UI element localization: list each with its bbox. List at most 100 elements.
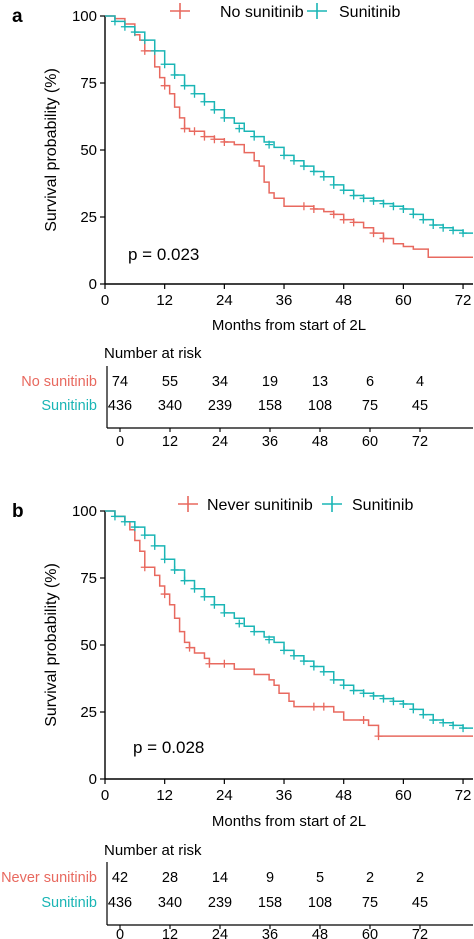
y-tick-label: 50 — [80, 142, 97, 159]
x-tick-label: 48 — [335, 787, 352, 804]
risk-count: 42 — [112, 870, 128, 886]
risk-table: Never sunitinib 42 28 14 9 5 2 2 Sunitinib 436 340… — [1, 862, 473, 939]
risk-x-tick-label: 72 — [412, 927, 428, 939]
censor-mark-sunitinib — [150, 46, 159, 55]
censor-mark-sunitinib — [180, 81, 189, 90]
legend-label-never-sunitinib: Never sunitinib — [207, 497, 313, 514]
censor-mark-sunitinib — [110, 17, 119, 26]
censor-mark-sunitinib — [235, 124, 244, 133]
censor-mark-sunitinib — [439, 718, 448, 727]
legend: Never sunitinib Sunitinib — [178, 496, 413, 514]
risk-x-tick-label: 24 — [212, 927, 228, 939]
y-axis-title: Survival probability (%) — [43, 563, 60, 727]
censor-mark-no-sunitinib — [220, 137, 229, 146]
censor-mark-no-sunitinib — [379, 234, 388, 243]
censor-mark-sunitinib — [220, 608, 229, 617]
censor-mark-sunitinib — [389, 202, 398, 211]
legend-label-no-sunitinib: No sunitinib — [220, 4, 304, 21]
censor-mark-never-sunitinib — [309, 702, 318, 711]
risk-count: 2 — [366, 870, 374, 886]
risk-table: No sunitinib 74 55 34 19 13 6 4 Sunitinib 436 340 2… — [21, 366, 473, 450]
risk-row-label: Sunitinib — [41, 895, 97, 911]
risk-count: 74 — [112, 374, 128, 390]
censor-mark-sunitinib — [130, 28, 139, 37]
censor-mark-sunitinib — [170, 70, 179, 79]
censor-mark-never-sunitinib — [319, 702, 328, 711]
censor-mark-sunitinib — [265, 635, 274, 644]
p-value: p = 0.023 — [128, 245, 199, 264]
x-axis-title: Months from start of 2L — [212, 813, 366, 830]
risk-count: 45 — [412, 398, 428, 414]
y-tick-label: 0 — [89, 276, 97, 293]
censor-mark-sunitinib — [289, 651, 298, 660]
risk-count: 108 — [308, 895, 332, 911]
censor-mark-sunitinib — [449, 226, 458, 235]
censor-mark-sunitinib — [170, 565, 179, 574]
risk-count: 6 — [366, 374, 374, 390]
x-tick-label: 60 — [395, 292, 412, 309]
risk-count: 340 — [158, 398, 182, 414]
censor-mark-no-sunitinib — [369, 229, 378, 238]
censor-mark-sunitinib — [140, 531, 149, 540]
x-tick-label: 12 — [156, 292, 173, 309]
censor-mark-sunitinib — [200, 97, 209, 106]
censor-mark-no-sunitinib — [190, 127, 199, 136]
x-tick-label: 72 — [455, 787, 472, 804]
risk-x-tick-label: 36 — [262, 927, 278, 939]
censor-mark-sunitinib — [140, 36, 149, 45]
censor-mark-sunitinib — [369, 691, 378, 700]
censor-mark-sunitinib — [265, 140, 274, 149]
risk-count: 19 — [262, 374, 278, 390]
censor-mark-no-sunitinib — [299, 202, 308, 211]
risk-count: 436 — [108, 398, 132, 414]
y-tick-label: 50 — [80, 637, 97, 654]
censor-mark-sunitinib — [339, 186, 348, 195]
censor-mark-sunitinib — [319, 667, 328, 676]
risk-x-tick-label: 12 — [162, 927, 178, 939]
censor-mark-sunitinib — [190, 584, 199, 593]
risk-x-tick-label: 36 — [262, 434, 278, 450]
risk-row-label: Sunitinib — [41, 398, 97, 414]
censor-mark-sunitinib — [369, 196, 378, 205]
x-tick-label: 24 — [216, 292, 233, 309]
risk-count: 9 — [266, 870, 274, 886]
risk-x-tick-label: 12 — [162, 434, 178, 450]
censor-mark-sunitinib — [349, 686, 358, 695]
risk-x-tick-label: 24 — [212, 434, 228, 450]
censor-mark-sunitinib — [459, 229, 468, 238]
censor-mark-sunitinib — [349, 191, 358, 200]
censor-mark-sunitinib — [459, 724, 468, 733]
censor-mark-sunitinib — [120, 22, 129, 31]
x-tick-label: 36 — [276, 292, 293, 309]
censor-mark-sunitinib — [409, 705, 418, 714]
risk-row-label: Never sunitinib — [1, 870, 97, 886]
censor-mark-sunitinib — [379, 199, 388, 208]
risk-count: 239 — [208, 398, 232, 414]
censor-mark-sunitinib — [180, 576, 189, 585]
x-tick-label: 12 — [156, 787, 173, 804]
censor-mark-sunitinib — [120, 517, 129, 526]
censor-mark-no-sunitinib — [339, 215, 348, 224]
p-value: p = 0.028 — [133, 738, 204, 757]
risk-x-tick-label: 0 — [116, 927, 124, 939]
y-tick-label: 100 — [72, 503, 97, 520]
risk-x-tick-label: 48 — [312, 927, 328, 939]
x-tick-label: 24 — [216, 787, 233, 804]
censor-mark-sunitinib — [309, 167, 318, 176]
survival-curve-never-sunitinib — [105, 510, 473, 737]
survival-curve-no-sunitinib — [105, 15, 473, 258]
panel-label: a — [12, 6, 23, 27]
censor-mark-sunitinib — [289, 156, 298, 165]
panel-b: b Never sunitinib Sunitinib Survival pro… — [1, 496, 473, 939]
risk-count: 5 — [316, 870, 324, 886]
censor-mark-sunitinib — [309, 662, 318, 671]
censor-mark-sunitinib — [150, 541, 159, 550]
censor-mark-no-sunitinib — [329, 210, 338, 219]
censor-mark-sunitinib — [329, 675, 338, 684]
risk-x-tick-label: 60 — [362, 434, 378, 450]
censor-mark-never-sunitinib — [220, 659, 229, 668]
x-tick-label: 0 — [101, 787, 109, 804]
y-axis-title: Survival probability (%) — [43, 68, 60, 232]
risk-x-tick-label: 60 — [362, 927, 378, 939]
censor-mark-sunitinib — [160, 555, 169, 564]
